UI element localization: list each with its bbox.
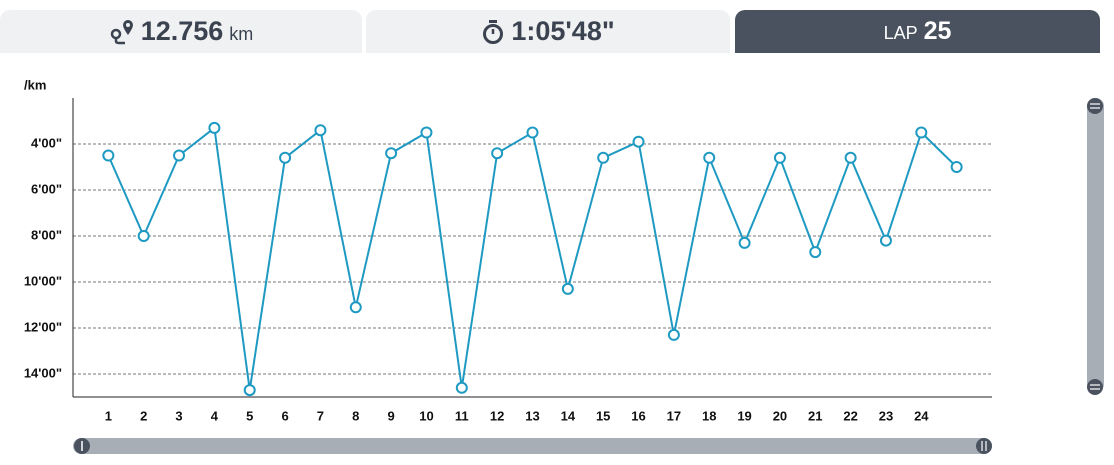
pace-point	[102, 149, 115, 162]
distance-unit: km	[229, 24, 254, 44]
x-tick-label: 24	[914, 408, 929, 423]
x-tick-label: 6	[281, 408, 288, 423]
x-tick-label: 7	[317, 408, 324, 423]
y-tick-label: 8'00"	[31, 227, 62, 242]
scroll-handle-right[interactable]	[976, 438, 992, 454]
pace-point	[455, 381, 468, 394]
pace-point	[491, 147, 504, 160]
x-tick-label: 8	[352, 408, 359, 423]
x-tick-label: 15	[596, 408, 610, 423]
scroll-handle-top[interactable]	[1087, 98, 1103, 114]
x-tick-label: 12	[490, 408, 504, 423]
x-tick-label: 20	[773, 408, 787, 423]
stopwatch-icon	[483, 19, 504, 44]
pace-point	[773, 151, 786, 164]
x-tick-label: 23	[879, 408, 893, 423]
pace-point	[420, 126, 433, 139]
x-tick-label: 22	[843, 408, 857, 423]
pace-point	[349, 301, 362, 314]
x-tick-label: 14	[561, 408, 576, 423]
distance-value: 12.756	[140, 16, 224, 46]
y-tick-label: 12'00"	[24, 319, 62, 334]
time-value: 1:05'48"	[511, 16, 615, 46]
x-tick-label: 16	[631, 408, 645, 423]
x-tick-label: 2	[140, 408, 147, 423]
lap-tab[interactable]: LAP 25	[735, 10, 1100, 53]
pace-point	[879, 234, 892, 247]
pace-point	[385, 147, 398, 160]
pace-point	[526, 126, 539, 139]
y-tick-label: 6'00"	[31, 181, 62, 196]
x-tick-label: 13	[525, 408, 539, 423]
pace-point	[597, 151, 610, 164]
x-tick-label: 21	[808, 408, 822, 423]
pace-point	[208, 121, 221, 134]
pace-point	[137, 230, 150, 242]
vertical-scrollbar[interactable]	[1087, 98, 1104, 392]
pace-point	[279, 151, 292, 164]
route-icon	[110, 19, 133, 44]
y-tick-label: 4'00"	[31, 135, 62, 150]
y-tick-label: 14'00"	[24, 365, 62, 380]
x-tick-label: 3	[175, 408, 182, 423]
pace-point	[915, 126, 928, 139]
x-tick-label: 4	[211, 408, 219, 423]
distance-tab[interactable]: 12.756 km	[0, 10, 362, 53]
x-tick-label: 9	[387, 408, 394, 423]
lap-value: 25	[923, 17, 952, 45]
pace-point	[632, 135, 645, 148]
pace-point	[703, 151, 716, 164]
pace-point	[314, 124, 327, 137]
x-tick-label: 19	[737, 408, 751, 423]
y-tick-label: 10'00"	[24, 273, 62, 288]
x-tick-label: 11	[455, 408, 469, 423]
pace-point	[809, 246, 822, 259]
pace-point	[950, 161, 963, 173]
x-tick-label: 1	[105, 408, 112, 423]
pace-point	[667, 328, 680, 341]
x-tick-label: 10	[419, 408, 433, 423]
x-tick-label: 5	[246, 408, 253, 423]
scroll-handle-bottom[interactable]	[1087, 379, 1103, 395]
pace-point	[173, 149, 186, 162]
horizontal-scrollbar[interactable]	[73, 438, 992, 454]
y-axis-label: /km	[24, 77, 46, 92]
pace-point	[844, 151, 857, 164]
lap-label: LAP	[883, 23, 918, 43]
pace-point	[561, 282, 574, 295]
x-tick-label: 17	[667, 408, 681, 423]
pace-point	[243, 384, 256, 397]
pace-point	[738, 236, 751, 249]
time-tab[interactable]: 1:05'48"	[366, 10, 730, 53]
pace-line	[107, 126, 958, 391]
x-tick-label: 18	[702, 408, 716, 423]
